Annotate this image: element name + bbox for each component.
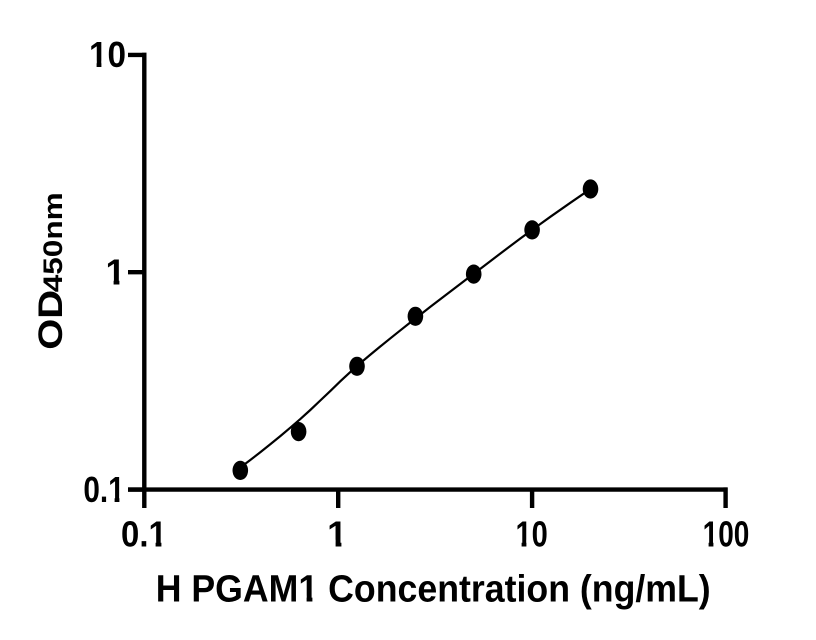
svg-text:OD: OD [31, 290, 70, 350]
svg-text:0.1: 0.1 [121, 513, 167, 554]
svg-text:H PGAM1 Concentration (ng/mL): H PGAM1 Concentration (ng/mL) [156, 569, 711, 611]
svg-text:0.1: 0.1 [83, 469, 124, 510]
svg-text:1: 1 [327, 513, 347, 554]
svg-text:450nm: 450nm [39, 192, 69, 292]
svg-text:1: 1 [105, 251, 125, 292]
svg-text:10: 10 [89, 34, 126, 75]
svg-text:10: 10 [515, 513, 547, 554]
svg-text:100: 100 [703, 513, 750, 554]
